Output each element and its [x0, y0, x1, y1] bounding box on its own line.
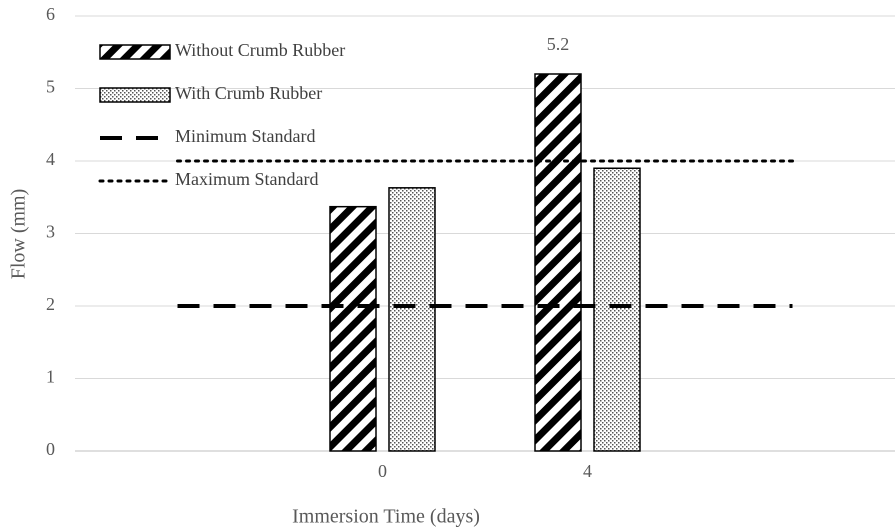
- bar: [534, 73, 582, 452]
- bar: [593, 167, 641, 452]
- y-axis-label: Flow (mm): [8, 189, 30, 280]
- bar: [329, 205, 377, 452]
- y-tick-label: 2: [46, 294, 55, 314]
- x-tick-label: 4: [583, 461, 592, 481]
- bar: [388, 187, 436, 452]
- y-tick-label: 6: [46, 4, 55, 24]
- legend-label: Without Crumb Rubber: [175, 40, 345, 60]
- legend-swatch: [99, 44, 171, 60]
- legend-label: With Crumb Rubber: [175, 83, 322, 103]
- legend-swatch: [99, 87, 171, 103]
- x-axis-label: Immersion Time (days): [292, 506, 480, 528]
- y-tick-label: 3: [46, 222, 55, 242]
- y-tick-label: 0: [46, 439, 55, 459]
- x-tick-label: 0: [378, 461, 387, 481]
- y-tick-label: 1: [46, 367, 55, 387]
- y-tick-label: 5: [46, 77, 55, 97]
- legend-label: Maximum Standard: [175, 169, 318, 189]
- legend-label: Minimum Standard: [175, 126, 316, 146]
- y-tick-label: 4: [46, 149, 55, 169]
- data-label: 5.2: [547, 34, 570, 54]
